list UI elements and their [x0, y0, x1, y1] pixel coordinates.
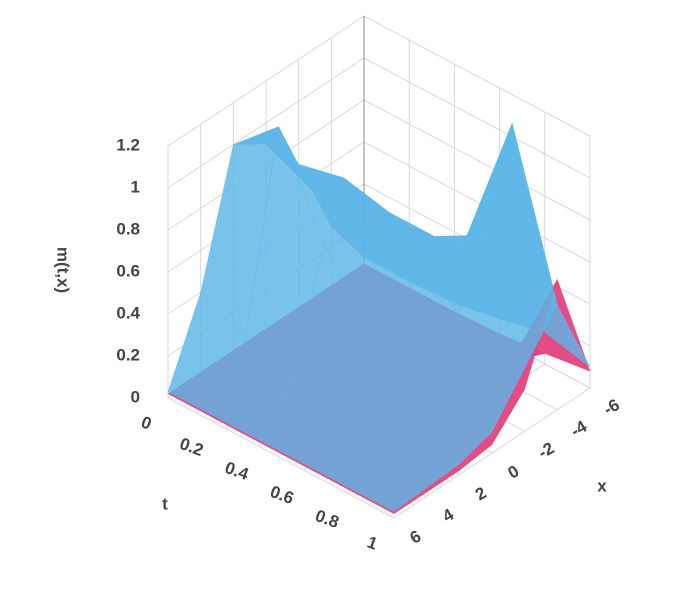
x-tick-label: -4 [568, 417, 591, 441]
z-tick-label: 0 [131, 387, 140, 406]
z-tick-label: 0.6 [116, 261, 140, 280]
x-tick-label: -2 [535, 438, 558, 462]
x-tick-label: 6 [407, 527, 425, 548]
x-tick-label: 2 [472, 483, 490, 504]
t-tick-label: 0.4 [222, 458, 251, 484]
x-tick-label: 4 [439, 505, 457, 526]
grid-line [393, 136, 591, 519]
t-tick-label: 0.8 [313, 506, 342, 532]
t-tick-label: 0.6 [268, 482, 297, 508]
z-tick-label: 0.2 [116, 345, 140, 364]
surface-cell [381, 408, 460, 489]
z-axis-title: m(t,x) [54, 247, 73, 293]
z-tick-label: 1.2 [116, 135, 140, 154]
z-tick-label: 0.4 [116, 303, 140, 322]
surface-cell [479, 123, 558, 370]
z-tick-label: 1 [131, 177, 140, 196]
t-tick-label: 1 [365, 532, 380, 553]
grid-line [167, 15, 591, 147]
surface-cell [413, 344, 493, 465]
surface-cell [348, 461, 428, 513]
x-axis-title: x [597, 476, 607, 495]
x-tick-label: -6 [600, 395, 623, 419]
t-tick-label: 0.2 [177, 434, 206, 460]
t-axis-title: t [162, 494, 168, 513]
grid-line [167, 146, 395, 519]
x-tick-label: 0 [505, 462, 523, 483]
z-tick-label: 0.8 [116, 219, 140, 238]
t-tick-label: 0 [139, 412, 154, 433]
